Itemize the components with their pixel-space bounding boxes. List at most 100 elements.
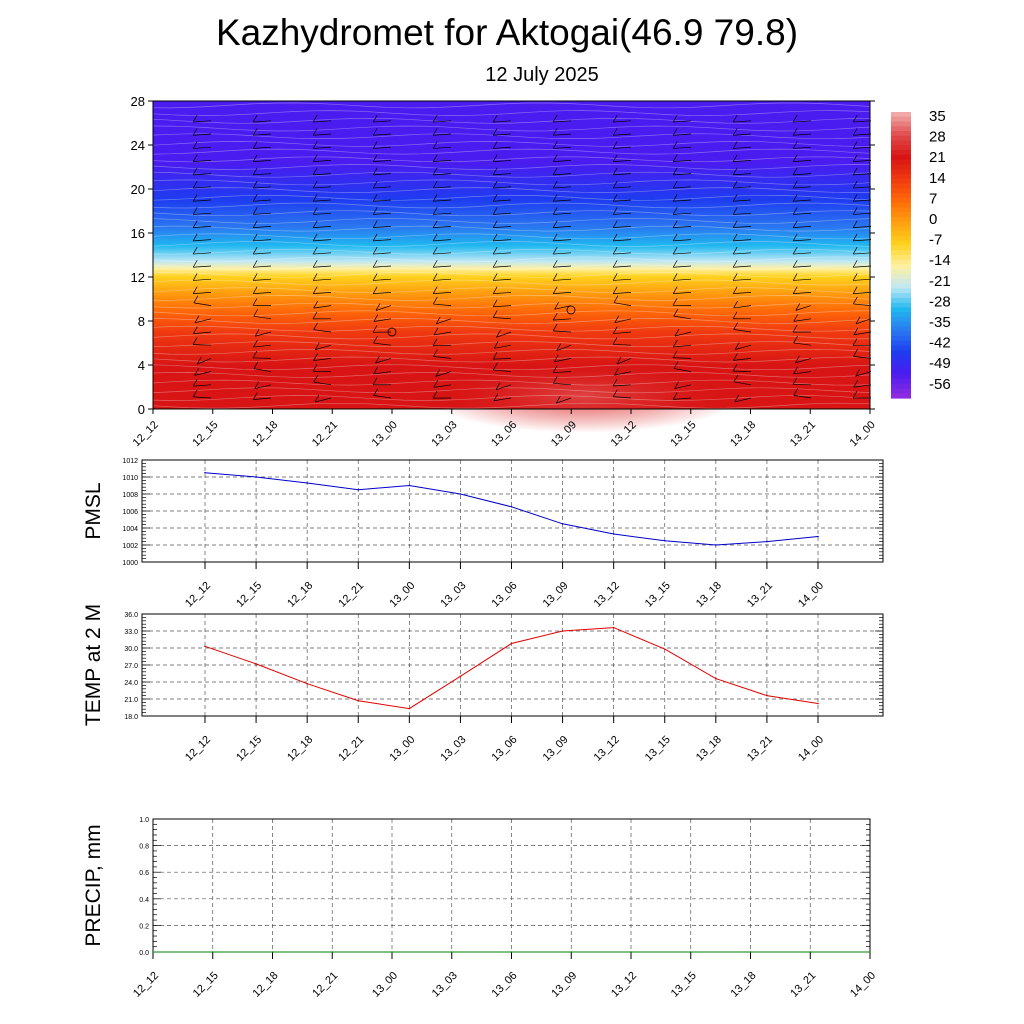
colorbar-swatch [891, 245, 911, 251]
data-point [204, 645, 206, 648]
colorbar-swatch [891, 312, 911, 318]
wind-barb-flag [555, 395, 561, 404]
wind-barb-flag [672, 141, 678, 149]
wind-barb [193, 239, 212, 242]
wind-barb [793, 395, 812, 399]
wind-barb-flag [492, 233, 498, 242]
precip-chart: 0.0 0.2 0.4 0.6 0.8 1.0 12_12 12_15 12_18 12_21 13… [82, 817, 878, 1000]
y-tick-label: 12 [131, 270, 145, 285]
wind-barb-flag [552, 141, 558, 149]
wind-barb [793, 239, 812, 242]
wind-barb-flag [432, 260, 438, 268]
wind-barb-flag [612, 154, 618, 162]
wind-barb-flag [672, 207, 678, 215]
wind-barb [673, 212, 692, 215]
colorbar-swatch [891, 316, 911, 323]
wind-barb [493, 397, 512, 402]
contour-line [152, 233, 871, 240]
wind-barb [613, 173, 632, 176]
x-tick-label: 12_21 [336, 734, 366, 764]
colorbar-swatch [891, 388, 911, 394]
data-point [630, 951, 632, 953]
colorbar-swatch [891, 131, 911, 137]
wind-barb [253, 357, 272, 359]
wind-barb [433, 212, 452, 215]
wind-barb [853, 212, 872, 215]
wind-barb [673, 252, 692, 255]
colorbar-swatch [891, 307, 911, 313]
wind-barb-flag [192, 180, 198, 189]
wind-barb [613, 265, 632, 268]
wind-barb [553, 371, 572, 373]
wind-barb-flag [432, 180, 438, 189]
x-tick-label: 12_21 [310, 419, 340, 449]
colorbar-swatch [891, 154, 911, 161]
wind-barb-flag [252, 286, 258, 294]
wind-barb-flag [792, 167, 798, 176]
wind-barb-flag [552, 194, 558, 202]
wind-barb-flag [792, 273, 798, 281]
wind-barb-flag [192, 167, 198, 176]
wind-barb [733, 133, 752, 136]
wind-barb-flag [855, 316, 861, 324]
wind-barb [556, 397, 572, 404]
x-tick-label: 12_18 [285, 580, 315, 610]
wind-barb [613, 146, 632, 149]
x-tick-label: 12_15 [191, 970, 221, 1000]
wind-barb [253, 368, 272, 372]
wind-barb [733, 212, 752, 215]
wind-barb [673, 186, 692, 189]
wind-barb [793, 265, 812, 268]
wind-barb-flag [252, 246, 258, 255]
wind-barb [853, 239, 872, 242]
wind-barb-flag [552, 207, 558, 215]
wind-barb-flag [435, 316, 441, 325]
data-point [749, 951, 752, 953]
wind-barb [313, 329, 332, 333]
wind-barb [433, 226, 452, 229]
wind-barb-flag [853, 380, 858, 388]
wind-barb-flag [672, 260, 678, 268]
y-tick-label: 1004 [122, 526, 138, 533]
wind-barb [673, 239, 692, 242]
wind-barb-flag [672, 298, 678, 306]
colorbar-swatch [891, 121, 911, 127]
colorbar-label: 7 [929, 190, 937, 207]
wind-barb [793, 160, 812, 163]
colorbar-swatch [891, 250, 911, 256]
wind-barb [433, 146, 452, 149]
wind-barb-flag [732, 154, 738, 162]
wind-barb-flag [312, 260, 318, 268]
colorbar-swatch [891, 140, 911, 146]
wind-barb [193, 173, 212, 176]
wind-barb-flag [312, 220, 318, 228]
wind-barb-flag [492, 194, 498, 202]
wind-barb [613, 226, 632, 229]
colorbar: 35 28 21 14 7 0 -7 -14 -21 -28 -35 -42 -49 -56 [891, 108, 951, 399]
data-point [809, 951, 812, 953]
wind-barb [553, 173, 572, 176]
data-point [255, 663, 257, 665]
wind-barb [855, 371, 872, 377]
wind-barb [433, 133, 452, 136]
wind-barb [733, 252, 752, 255]
contour-line [152, 372, 871, 378]
contour-line [152, 225, 871, 232]
wind-barb-flag [435, 369, 441, 377]
wind-barb [193, 160, 212, 163]
wind-barb [313, 160, 332, 163]
wind-barb-flag [492, 207, 498, 215]
wind-barb [853, 355, 872, 359]
wind-barb [853, 173, 872, 176]
data-point [612, 626, 615, 629]
wind-barb-flag [552, 167, 558, 176]
wind-barb-flag [372, 377, 378, 385]
wind-barb [553, 265, 572, 268]
wind-barb-flag [432, 220, 438, 228]
wind-barb-flag [433, 380, 439, 388]
wind-barb-flag [492, 128, 498, 136]
colorbar-swatch [891, 369, 911, 375]
wind-barb [733, 226, 752, 229]
wind-barb [493, 292, 512, 295]
wind-barb-flag [492, 299, 498, 307]
